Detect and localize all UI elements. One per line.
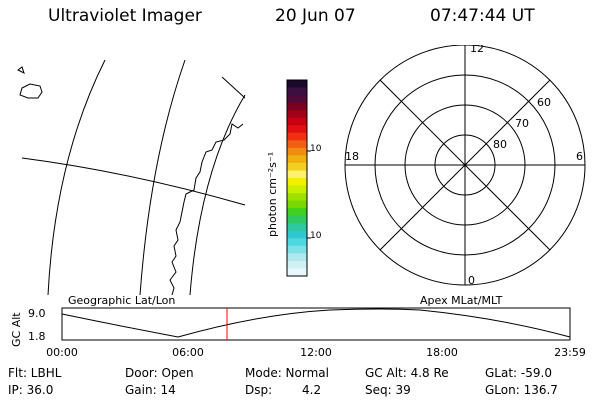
mlt-label-12: 12	[470, 45, 484, 55]
info-ip: IP: 36.0	[8, 383, 54, 397]
colorbar-band	[287, 245, 307, 254]
colorbar-band	[287, 155, 307, 164]
colorbar-band	[287, 223, 307, 232]
header-time: 07:47:44 UT	[430, 6, 535, 26]
latitude-arc	[189, 94, 246, 295]
polar-panel-label: Apex MLat/MLT	[420, 294, 503, 307]
colorbar-tick-10: 10	[310, 231, 322, 241]
colorbar-band	[287, 208, 307, 217]
info-dsp-label: Dsp:	[245, 383, 273, 397]
info-mode: Mode: Normal	[245, 366, 329, 380]
colorbar-band	[287, 268, 307, 277]
colorbar-band	[287, 178, 307, 187]
colorbar-band	[287, 238, 307, 247]
colorbar-frame	[286, 79, 308, 277]
altitude-ylabel: GC Alt	[10, 312, 23, 347]
colorbar-band	[287, 132, 307, 141]
mlat-label-70: 70	[515, 117, 529, 130]
island-coastline-small	[17, 66, 25, 74]
longitude-line	[21, 157, 246, 206]
colorbar-band	[287, 260, 307, 269]
altitude-xtick: 00:00	[46, 346, 78, 359]
info-door: Door: Open	[125, 366, 194, 380]
colorbar-band	[287, 147, 307, 156]
geo-panel-label: Geographic Lat/Lon	[68, 294, 176, 307]
view-boundary	[221, 76, 246, 99]
colorbar-band	[287, 215, 307, 224]
altitude-plot-frame	[61, 307, 571, 341]
colorbar-unit-label: photon cm⁻²s⁻¹	[266, 152, 279, 237]
altitude-xtick: 06:00	[172, 346, 204, 359]
coastline	[169, 123, 244, 295]
latitude-arc	[139, 59, 186, 295]
info-glon: GLon: 136.7	[485, 383, 558, 397]
intensity-colorbar: photon cm⁻²s⁻¹ 100 10	[266, 79, 322, 277]
header-date: 20 Jun 07	[275, 6, 356, 26]
page-title: Ultraviolet Imager	[48, 6, 202, 26]
info-dsp-value: 4.2	[302, 383, 322, 397]
colorbar-band	[287, 95, 307, 104]
colorbar-band	[287, 185, 307, 194]
colorbar-band	[287, 87, 307, 96]
latitude-arc	[47, 59, 106, 295]
colorbar-band	[287, 80, 307, 89]
mlt-label-0: 0	[468, 274, 475, 287]
colorbar-tick-100: 100	[310, 144, 322, 154]
altitude-xtick: 23:59	[554, 346, 586, 359]
mlat-label-80: 80	[493, 138, 507, 151]
mlt-label-18: 18	[345, 150, 359, 163]
info-seq: Seq: 39	[365, 383, 411, 397]
altitude-curve	[61, 308, 571, 338]
info-glat: GLat: -59.0	[485, 366, 552, 380]
altitude-xtick: 18:00	[426, 346, 458, 359]
island-coastline	[19, 83, 43, 99]
info-gc-alt: GC Alt: 4.8 Re	[365, 366, 449, 380]
mlat-label-60: 60	[537, 96, 551, 109]
altitude-xtick: 12:00	[300, 346, 332, 359]
colorbar-band	[287, 140, 307, 149]
colorbar-band	[287, 230, 307, 239]
altitude-ytick-9: 9.0	[28, 307, 46, 320]
mlt-label-6: 6	[576, 150, 583, 163]
colorbar-band	[287, 125, 307, 134]
colorbar-band	[287, 117, 307, 126]
altitude-ytick-1.8: 1.8	[28, 330, 46, 343]
colorbar-band	[287, 110, 307, 119]
colorbar-band	[287, 200, 307, 209]
info-gain: Gain: 14	[125, 383, 176, 397]
colorbar-band	[287, 253, 307, 262]
polar-plot: 12 18 6 0 60 70 80	[344, 45, 586, 287]
colorbar-band	[287, 170, 307, 179]
geographic-map	[17, 59, 246, 295]
colorbar-band	[287, 102, 307, 111]
polar-axis-diagonal	[379, 79, 551, 251]
colorbar-band	[287, 162, 307, 171]
colorbar-band	[287, 193, 307, 202]
altitude-plot: GC Alt 9.0 1.8 00:00 06:00 12:00 18:00 2…	[10, 307, 586, 359]
info-flt: Flt: LBHL	[8, 366, 62, 380]
